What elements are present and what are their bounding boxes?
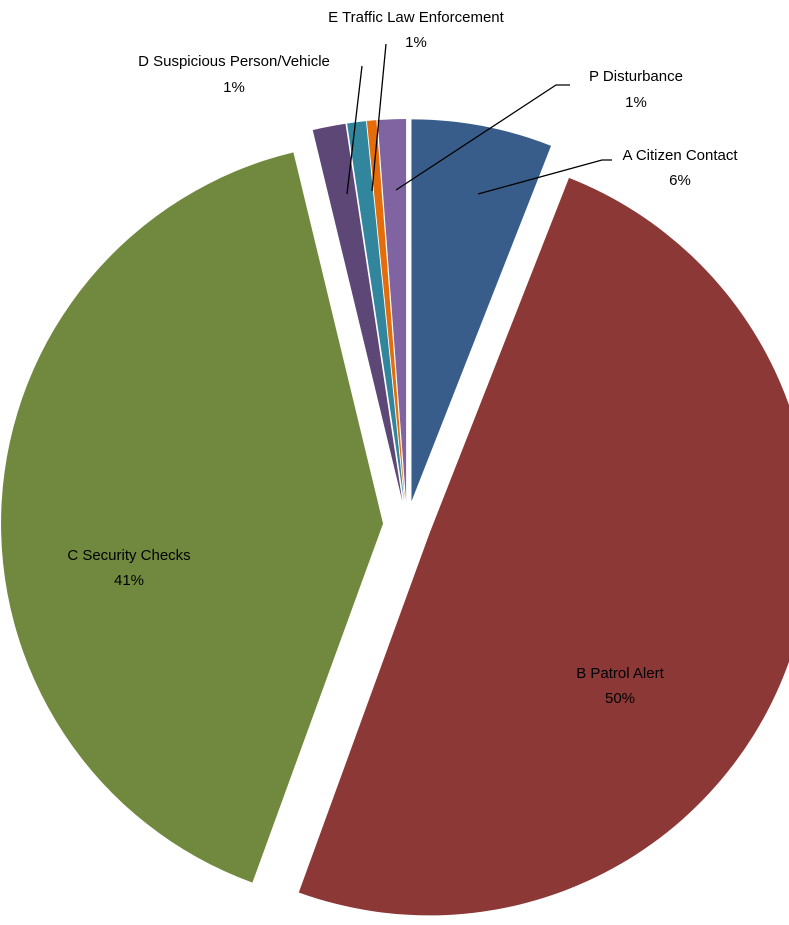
leader-line-p-disturbance <box>395 84 570 191</box>
leader-line-e-traffic-law-enforcement <box>371 43 387 192</box>
pie-slice-b-patrol-alert <box>298 177 789 916</box>
slice-label-p-disturbance: P Disturbance <box>589 68 683 85</box>
leader-line-d-suspicious-person-vehicle <box>346 65 363 195</box>
slice-label-a-citizen-contact: A Citizen Contact <box>622 147 738 164</box>
slice-label-b-patrol-alert: B Patrol Alert <box>576 665 664 682</box>
slice-value-p-disturbance: 1% <box>625 94 647 111</box>
slice-label-e-traffic-law-enforcement: E Traffic Law Enforcement <box>328 9 504 26</box>
pie-slice-f <box>366 120 405 502</box>
leader-lines <box>346 43 612 195</box>
leader-line-a-citizen-contact <box>477 159 612 195</box>
slice-value-a-citizen-contact: 6% <box>669 172 691 189</box>
pie-slice-d-suspicious-person-vehicle <box>312 123 403 502</box>
pie-slice-p-disturbance <box>377 119 407 502</box>
pie-slice-e-traffic-law-enforcement <box>347 121 405 502</box>
slice-value-c-security-checks: 41% <box>114 572 144 589</box>
pie-slice-a-citizen-contact <box>411 119 552 502</box>
pie-slice-c-security-checks <box>1 152 384 883</box>
slice-value-d-suspicious-person-vehicle: 1% <box>223 79 245 96</box>
slice-value-e-traffic-law-enforcement: 1% <box>405 34 427 51</box>
pie-slices <box>1 119 789 916</box>
slice-value-b-patrol-alert: 50% <box>605 690 635 707</box>
slice-label-d-suspicious-person-vehicle: D Suspicious Person/Vehicle <box>138 53 330 70</box>
slice-label-c-security-checks: C Security Checks <box>67 547 190 564</box>
